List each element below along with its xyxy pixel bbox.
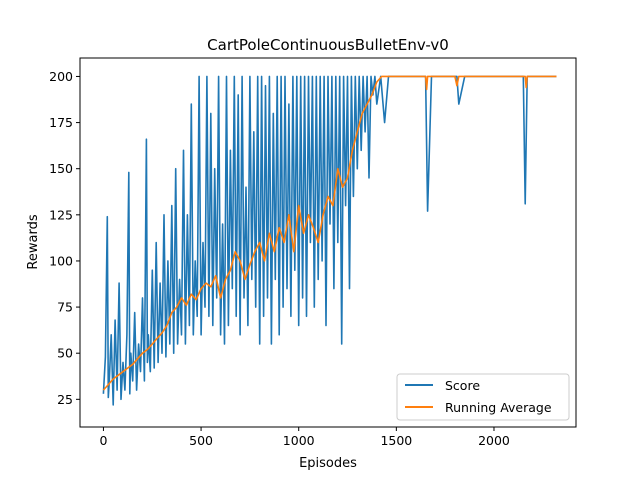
- plot-frame: [79, 57, 577, 428]
- y-tick-label: 50: [57, 346, 73, 361]
- y-tick-label: 25: [57, 392, 73, 407]
- y-tick-label: 100: [49, 253, 73, 268]
- legend-label-running-average: Running Average: [445, 400, 552, 415]
- legend-label-score: Score: [445, 378, 480, 393]
- legend-box: [396, 373, 570, 421]
- y-axis: 25 50 75 100 125 150 175 200: [49, 69, 80, 407]
- x-axis: 0 500 1000 1500 2000: [99, 427, 510, 448]
- chart-title: CartPoleContinuousBulletEnv-v0: [207, 36, 449, 54]
- x-tick-label: 0: [99, 433, 107, 448]
- series-line-running-average: [102, 75, 557, 391]
- y-tick-label: 125: [49, 207, 73, 222]
- y-axis-label: Rewards: [26, 214, 41, 269]
- y-tick-label: 75: [57, 300, 73, 315]
- x-tick-label: 2000: [478, 433, 510, 448]
- x-tick-label: 500: [189, 433, 213, 448]
- y-tick-label: 200: [49, 69, 73, 84]
- x-tick-label: 1500: [380, 433, 412, 448]
- legend: Score Running Average: [396, 373, 570, 421]
- x-tick-label: 1000: [283, 433, 315, 448]
- x-axis-label: Episodes: [299, 456, 357, 471]
- plot-lines: [102, 75, 557, 406]
- y-tick-label: 150: [49, 161, 73, 176]
- y-tick-label: 175: [49, 115, 73, 130]
- series-line-score: [102, 75, 557, 406]
